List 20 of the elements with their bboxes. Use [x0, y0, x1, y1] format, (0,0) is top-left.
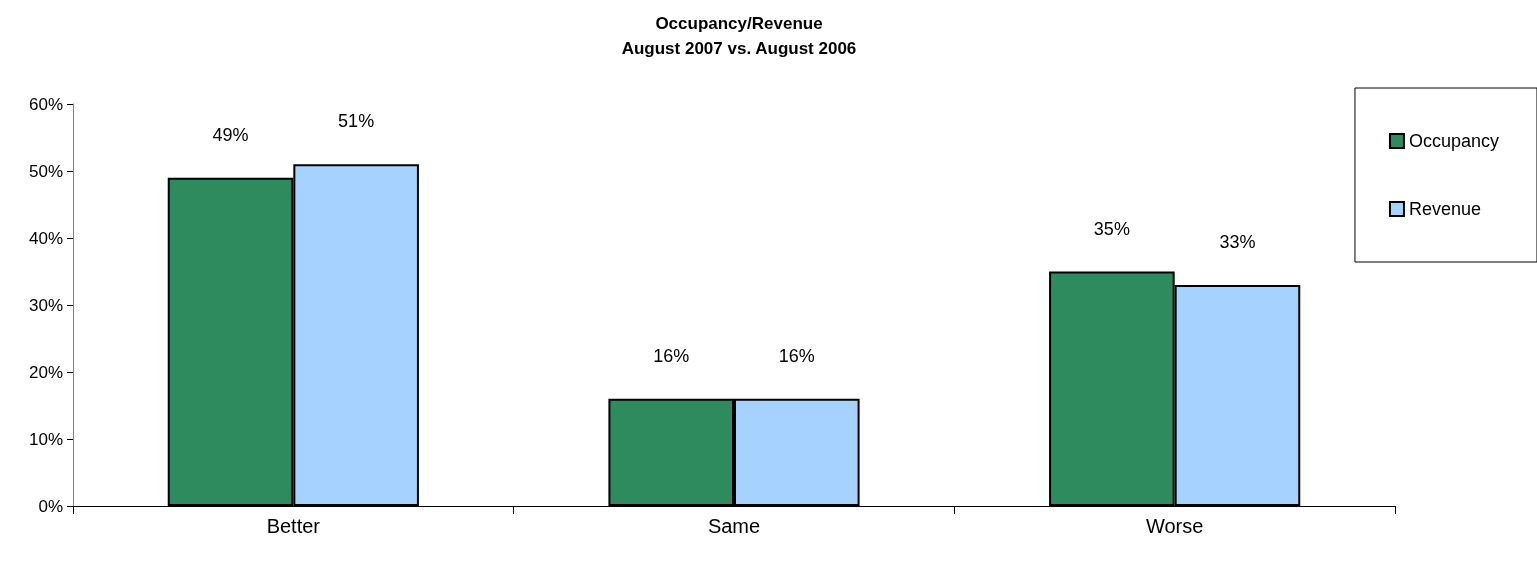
y-tick-label: 20% — [28, 362, 63, 382]
y-tick-label: 30% — [28, 295, 63, 315]
legend-label: Occupancy — [1408, 131, 1499, 151]
data-label: 16% — [653, 345, 690, 366]
x-tick-label: Worse — [1145, 515, 1204, 537]
chart-title: Occupancy/Revenue — [655, 14, 823, 33]
y-tick-label: 50% — [28, 161, 63, 181]
y-tick-label: 40% — [28, 228, 63, 248]
y-tick-label: 60% — [28, 94, 63, 114]
data-label: 49% — [212, 124, 249, 145]
data-label: 16% — [778, 345, 815, 366]
data-label: 33% — [1219, 231, 1256, 252]
x-tick-label: Same — [707, 515, 761, 537]
y-tick-label: 10% — [28, 429, 63, 449]
legend-label: Revenue — [1408, 199, 1482, 219]
chart-subtitle: August 2007 vs. August 2006 — [621, 39, 857, 58]
data-label: 35% — [1093, 218, 1130, 239]
data-label: 51% — [338, 111, 375, 132]
y-tick-label: 0% — [38, 496, 63, 516]
x-tick-label: Better — [266, 515, 321, 537]
